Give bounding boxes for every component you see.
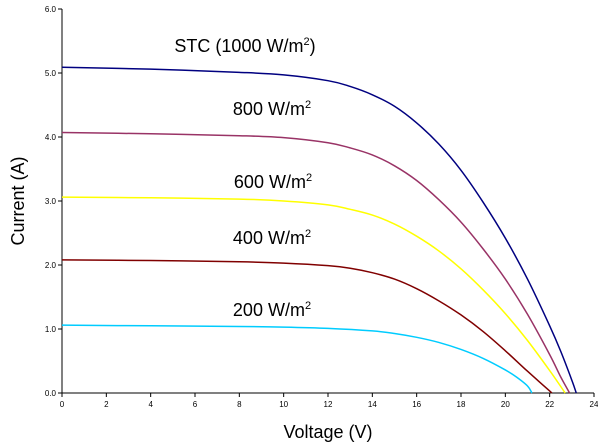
series-label-text: 800 W/m bbox=[233, 99, 305, 119]
y-tick-label: 2.0 bbox=[45, 261, 57, 270]
x-tick-label: 2 bbox=[104, 400, 109, 409]
series-line bbox=[61, 66, 577, 394]
series-label: 400 W/m2 bbox=[233, 228, 311, 248]
series-label-superscript: 2 bbox=[305, 228, 311, 240]
series-label-superscript: 2 bbox=[303, 36, 309, 48]
x-tick-label: 8 bbox=[237, 400, 242, 409]
series-label-suffix: ) bbox=[310, 36, 316, 56]
y-tick-label: 3.0 bbox=[45, 197, 57, 206]
x-tick-label: 24 bbox=[590, 400, 598, 409]
series-label-superscript: 2 bbox=[305, 300, 311, 312]
x-tick-label: 14 bbox=[368, 400, 377, 409]
x-tick-label: 22 bbox=[545, 400, 554, 409]
x-tick-label: 12 bbox=[324, 400, 333, 409]
series-label-text: 400 W/m bbox=[233, 228, 305, 248]
series-label: 600 W/m2 bbox=[234, 172, 312, 192]
y-axis-title: Current (A) bbox=[8, 156, 28, 245]
x-axis-ticks: 0 2 4 6 8 10 12 14 16 18 20 22 24 bbox=[60, 393, 598, 409]
series-label: 200 W/m2 bbox=[233, 300, 311, 320]
y-axis-ticks: 0.0 1.0 2.0 3.0 4.0 5.0 6.0 bbox=[45, 5, 62, 398]
x-tick-label: 16 bbox=[412, 400, 421, 409]
x-tick-label: 10 bbox=[279, 400, 288, 409]
series-label-superscript: 2 bbox=[306, 172, 312, 184]
x-tick-label: 18 bbox=[457, 400, 466, 409]
series-label-text: STC (1000 W/m bbox=[174, 36, 303, 56]
y-tick-label: 0.0 bbox=[45, 389, 57, 398]
x-tick-label: 0 bbox=[60, 400, 65, 409]
series-line bbox=[61, 131, 571, 394]
series-label-superscript: 2 bbox=[305, 99, 311, 111]
series-lines bbox=[61, 66, 577, 394]
y-tick-label: 1.0 bbox=[45, 325, 57, 334]
x-tick-label: 4 bbox=[148, 400, 153, 409]
x-axis-title: Voltage (V) bbox=[283, 422, 372, 442]
y-tick-label: 4.0 bbox=[45, 133, 57, 142]
series-label-text: 200 W/m bbox=[233, 300, 305, 320]
plot-area: 0.01.02.03.04.05.06.0 0 2 4 6 8 10 12 14 16 18 20 2… bbox=[45, 5, 598, 409]
series-label-text: 600 W/m bbox=[234, 172, 306, 192]
series-line bbox=[61, 196, 566, 394]
series-label: STC (1000 W/m2) bbox=[174, 36, 315, 56]
series-line bbox=[61, 324, 533, 394]
y-tick-label: 6.0 bbox=[45, 5, 57, 14]
x-tick-label: 20 bbox=[501, 400, 510, 409]
x-tick-label: 6 bbox=[193, 400, 198, 409]
series-label: 800 W/m2 bbox=[233, 99, 311, 119]
series-line bbox=[61, 259, 553, 394]
y-tick-label: 5.0 bbox=[45, 69, 57, 78]
